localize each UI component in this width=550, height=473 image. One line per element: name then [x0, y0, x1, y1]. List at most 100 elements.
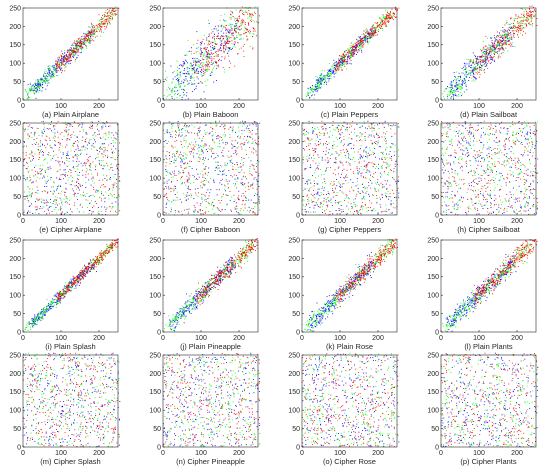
scatter-point — [114, 10, 116, 12]
scatter-point — [308, 93, 310, 94]
scatter-point — [521, 20, 523, 21]
scatter-point — [191, 47, 192, 49]
scatter-point — [369, 32, 371, 34]
scatter-point — [229, 47, 231, 49]
scatter-point — [101, 19, 103, 21]
scatter-point — [61, 200, 63, 202]
scatter-point — [239, 10, 241, 12]
scatter-point — [178, 80, 180, 82]
scatter-point — [88, 159, 90, 161]
scatter-point — [34, 143, 36, 145]
scatter-point — [500, 40, 502, 42]
scatter-point — [466, 71, 468, 73]
scatter-point — [100, 35, 102, 37]
scatter-point — [72, 180, 73, 182]
scatter-point — [56, 66, 57, 68]
scatter-point — [359, 41, 361, 43]
scatter-point — [97, 150, 99, 151]
scatter-point — [526, 18, 528, 20]
scatter-point — [221, 24, 223, 26]
scatter-point — [533, 16, 535, 17]
scatter-point — [528, 24, 530, 25]
scatter-point — [76, 44, 78, 46]
scatter-point — [481, 52, 483, 54]
scatter-point — [47, 175, 49, 177]
scatter-point — [104, 19, 106, 21]
scatter-point — [53, 181, 55, 183]
scatter-point — [498, 43, 500, 45]
scatter-point — [499, 34, 501, 36]
scatter-point — [77, 186, 79, 188]
scatter-point — [388, 17, 390, 19]
scatter-point — [453, 98, 454, 100]
scatter-point — [31, 182, 33, 184]
scatter-point — [33, 87, 35, 89]
scatter-point — [165, 212, 167, 214]
scatter-point — [105, 21, 107, 23]
scatter-point — [54, 132, 56, 134]
scatter-point — [177, 90, 179, 92]
scatter-point — [513, 33, 515, 35]
scatter-point — [117, 173, 119, 175]
scatter-point — [233, 32, 234, 34]
scatter-point — [526, 15, 528, 17]
scatter-point — [115, 211, 117, 213]
scatter-point — [86, 34, 88, 36]
scatter-point — [517, 31, 519, 33]
scatter-point — [111, 18, 113, 20]
scatter-point — [32, 84, 34, 86]
scatter-point — [236, 178, 238, 180]
scatter-point — [171, 156, 173, 158]
scatter-point — [181, 99, 183, 101]
scatter-point — [66, 60, 68, 62]
scatter-point — [51, 72, 53, 74]
scatter-point — [73, 204, 75, 206]
scatter-point — [91, 34, 93, 36]
scatter-point — [112, 157, 114, 159]
scatter-point — [67, 179, 69, 181]
scatter-point — [378, 17, 380, 19]
scatter-point — [56, 75, 58, 77]
scatter-point — [196, 60, 198, 62]
scatter-point — [47, 208, 49, 210]
scatter-point — [56, 212, 58, 214]
scatter-point — [207, 64, 209, 66]
scatter-point — [48, 79, 50, 81]
scatter-point — [32, 192, 33, 194]
scatter-point — [206, 65, 208, 67]
scatter-point — [525, 19, 527, 21]
scatter-point — [492, 44, 494, 46]
axes-frame — [22, 7, 119, 101]
scatter-point — [318, 79, 320, 81]
scatter-point — [170, 123, 172, 125]
scatter-point — [89, 41, 91, 43]
scatter-point — [76, 41, 78, 43]
scatter-point — [217, 50, 219, 52]
scatter-point — [237, 26, 239, 28]
scatter-point — [505, 37, 507, 39]
scatter-point — [204, 57, 206, 59]
scatter-point — [224, 131, 225, 133]
scatter-point — [468, 65, 470, 67]
scatter-point — [519, 30, 521, 32]
scatter-point — [315, 85, 316, 87]
scatter-point — [485, 52, 487, 54]
scatter-point — [249, 14, 251, 16]
scatter-point — [310, 86, 312, 88]
scatter-point — [356, 46, 358, 48]
scatter-point — [76, 57, 78, 59]
scatter-point — [112, 8, 114, 10]
x-tick-label: 200 — [233, 103, 245, 110]
scatter-point — [163, 97, 164, 99]
scatter-point — [492, 50, 494, 52]
scatter-point — [235, 9, 237, 11]
scatter-point — [185, 140, 187, 142]
scatter-point — [60, 208, 62, 210]
scatter-point — [231, 147, 233, 149]
scatter-point — [376, 29, 378, 31]
scatter-point — [54, 208, 56, 210]
scatter-point — [501, 36, 503, 38]
scatter-point — [236, 161, 238, 163]
scatter-point — [236, 181, 238, 183]
